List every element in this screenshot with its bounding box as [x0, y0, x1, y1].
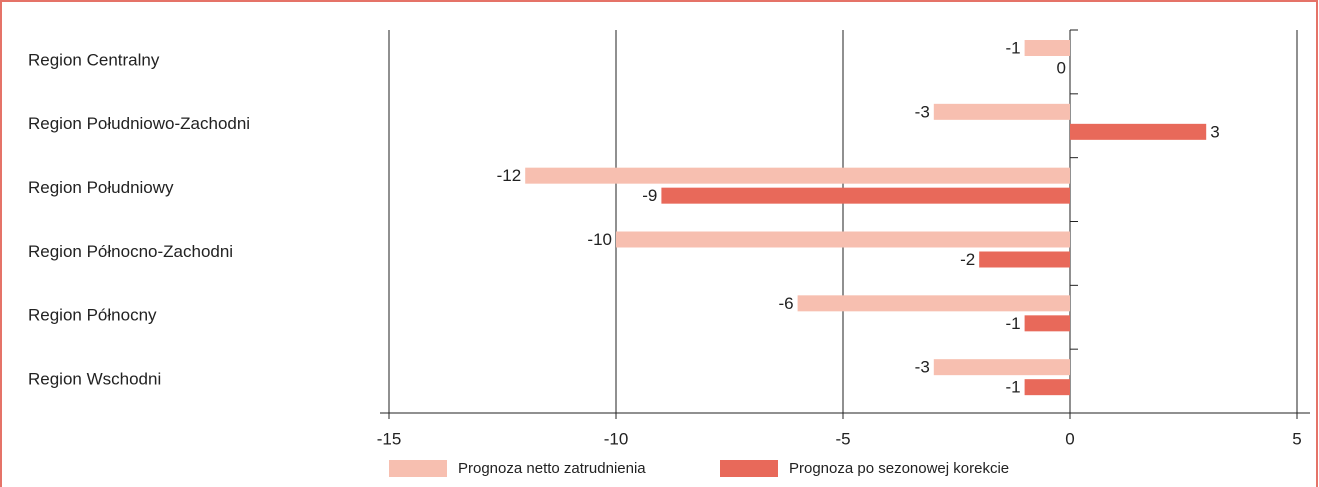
value-label: 3 — [1210, 122, 1219, 141]
value-label: -9 — [642, 186, 657, 205]
value-label: 0 — [1057, 58, 1066, 77]
bar — [616, 231, 1070, 248]
category-label: Region Wschodni — [28, 370, 161, 389]
category-label: Region Centralny — [28, 50, 160, 69]
value-label: -3 — [915, 358, 930, 377]
value-label: -1 — [1005, 314, 1020, 333]
bar — [1070, 123, 1207, 140]
x-tick-label: -15 — [377, 429, 402, 448]
category-label: Region Południowo-Zachodni — [28, 114, 250, 133]
bar — [797, 295, 1070, 312]
value-label: -2 — [960, 250, 975, 269]
bar — [979, 251, 1070, 268]
x-tick-label: -10 — [604, 429, 629, 448]
bar — [525, 167, 1070, 184]
legend-swatch — [720, 460, 778, 477]
legend-swatch — [389, 460, 447, 477]
legend-label: Prognoza po sezonowej korekcie — [789, 460, 1009, 477]
bar — [1024, 379, 1070, 396]
bar — [661, 187, 1070, 204]
value-label: -10 — [587, 230, 612, 249]
value-label: -3 — [915, 102, 930, 121]
value-label: -1 — [1005, 378, 1020, 397]
category-label: Region Północny — [28, 306, 157, 325]
category-label: Region Północno-Zachodni — [28, 242, 233, 261]
value-label: -1 — [1005, 38, 1020, 57]
legend-label: Prognoza netto zatrudnienia — [458, 460, 646, 477]
bar — [933, 359, 1070, 376]
value-label: -6 — [778, 294, 793, 313]
x-tick-label: 5 — [1292, 429, 1301, 448]
bar — [1024, 315, 1070, 332]
x-tick-label: 0 — [1065, 429, 1074, 448]
bar — [1024, 40, 1070, 56]
bar — [933, 103, 1070, 120]
category-label: Region Południowy — [28, 178, 174, 197]
value-label: -12 — [497, 166, 522, 185]
x-tick-label: -5 — [835, 429, 850, 448]
